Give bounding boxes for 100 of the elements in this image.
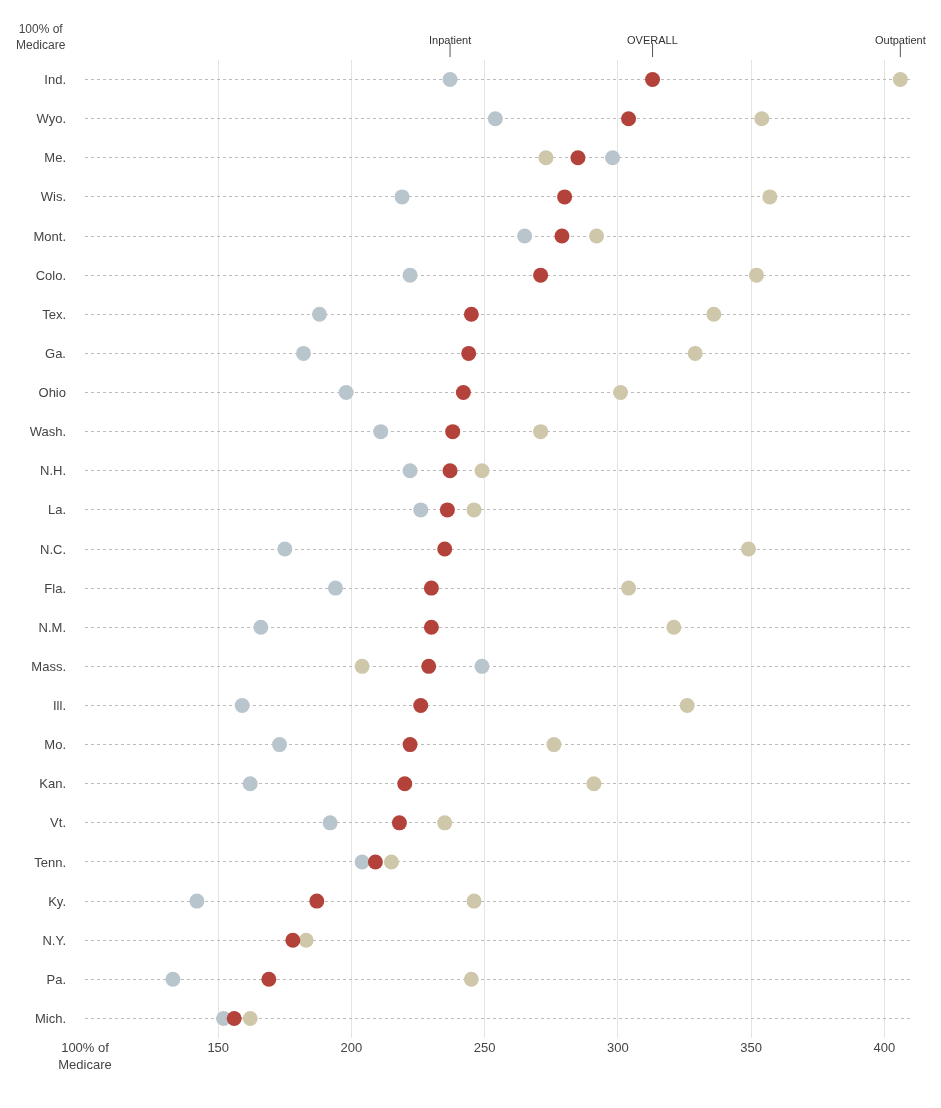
point	[533, 267, 549, 283]
point	[474, 658, 490, 674]
point	[226, 1010, 242, 1026]
point	[437, 815, 453, 831]
point	[466, 893, 482, 909]
y-tick-label: Fla.	[44, 580, 66, 596]
y-tick-label: Ky.	[48, 893, 66, 909]
point	[605, 150, 621, 166]
point	[445, 424, 461, 440]
point	[463, 971, 479, 987]
point	[437, 541, 453, 557]
y-tick-label: N.C.	[40, 541, 66, 557]
point	[754, 111, 770, 127]
point	[383, 854, 399, 870]
y-tick-label: Mich.	[34, 1010, 66, 1026]
y-tick-label: N.H.	[40, 463, 66, 479]
point	[461, 345, 477, 361]
y-tick-label: Tex.	[42, 306, 66, 322]
point	[538, 150, 554, 166]
y-tick-label: Mass.	[31, 658, 66, 674]
point	[413, 697, 429, 713]
y-tick-label: Wyo.	[36, 111, 66, 127]
y-tick-label: Mont.	[33, 228, 66, 244]
x-tick-label: 350	[740, 1040, 762, 1055]
point	[748, 267, 764, 283]
point	[327, 580, 343, 596]
point	[402, 267, 418, 283]
point	[338, 385, 354, 401]
text: Outpatient	[875, 34, 926, 46]
point	[621, 580, 637, 596]
y-tick-label: N.Y.	[42, 932, 66, 948]
point	[277, 541, 293, 557]
point	[706, 306, 722, 322]
point	[621, 111, 637, 127]
point	[322, 815, 338, 831]
text: Inpatient	[429, 34, 472, 46]
point	[242, 776, 258, 792]
point	[533, 424, 549, 440]
point	[679, 697, 695, 713]
point	[272, 737, 288, 753]
x-tick-label: 100% of Medicare	[58, 1040, 112, 1072]
point	[242, 1010, 258, 1026]
point	[261, 971, 277, 987]
point	[442, 463, 458, 479]
point	[517, 228, 533, 244]
point	[463, 306, 479, 322]
point	[645, 72, 661, 88]
point	[423, 619, 439, 635]
y-tick-label: Vt.	[50, 815, 66, 831]
point	[557, 189, 573, 205]
y-tick-label: Pa.	[46, 971, 66, 987]
point	[402, 463, 418, 479]
y-tick-label: Ga.	[45, 345, 66, 361]
x-tick-label: 150	[207, 1040, 230, 1055]
point	[354, 854, 370, 870]
y-tick-label: Ohio	[38, 385, 66, 401]
point	[666, 619, 682, 635]
y-tick-label: Colo.	[35, 267, 66, 283]
point	[892, 72, 908, 88]
y-tick-label: Ill.	[53, 698, 66, 714]
point	[586, 776, 602, 792]
point	[421, 658, 437, 674]
point	[367, 854, 383, 870]
text: OVERALL	[627, 34, 678, 46]
x-tick-label: 200	[340, 1040, 363, 1055]
x-tick-label: 300	[607, 1040, 629, 1055]
point	[474, 463, 490, 479]
point	[234, 697, 250, 713]
y-tick-label: Kan.	[39, 776, 66, 792]
point	[373, 424, 389, 440]
y-tick-label: Ind.	[44, 72, 66, 88]
point	[189, 893, 205, 909]
point	[311, 306, 327, 322]
point	[740, 541, 756, 557]
x-tick-label: 250	[473, 1040, 496, 1055]
y-tick-label: Me.	[44, 150, 66, 166]
y-tick-label: Wash.	[29, 424, 66, 440]
point	[397, 776, 413, 792]
point	[253, 619, 269, 635]
point	[413, 502, 429, 518]
point	[589, 228, 605, 244]
point	[613, 385, 629, 401]
point	[466, 502, 482, 518]
point	[423, 580, 439, 596]
text: 100% of Medicare	[16, 22, 66, 52]
point	[762, 189, 778, 205]
point	[391, 815, 407, 831]
point	[165, 971, 181, 987]
point	[394, 189, 410, 205]
y-tick-label: Tenn.	[34, 854, 66, 870]
point	[402, 737, 418, 753]
point	[442, 72, 458, 88]
y-tick-label: Wis.	[40, 189, 66, 205]
point	[296, 345, 311, 361]
point	[455, 385, 471, 401]
point	[570, 150, 586, 166]
point	[439, 502, 455, 518]
point	[687, 345, 703, 361]
y-tick-label: La.	[47, 502, 66, 518]
y-tick-label: N.M.	[38, 619, 66, 635]
